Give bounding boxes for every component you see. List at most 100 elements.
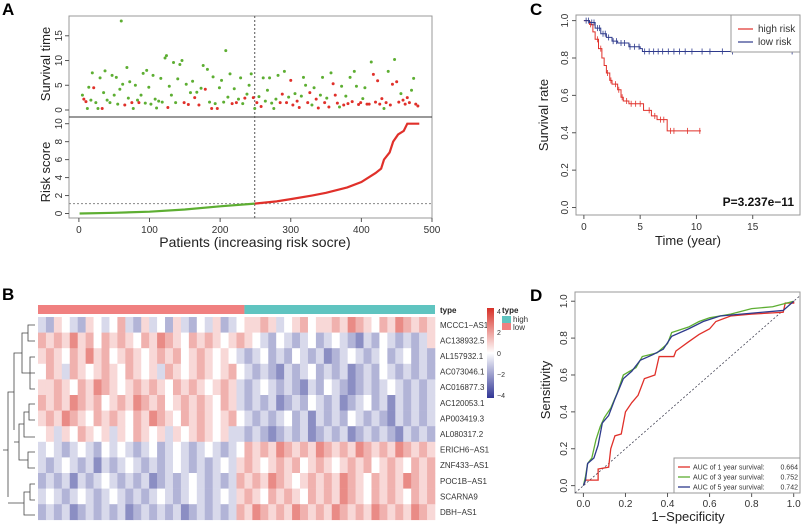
a-point-dead	[84, 100, 88, 104]
a-bottom-ylabel: Risk score	[38, 142, 53, 203]
b-heatmap-cell	[331, 441, 341, 458]
a-top-ylabel: Survival time	[38, 27, 53, 101]
b-heatmap-cell	[38, 332, 47, 349]
b-heatmap-cell	[260, 363, 269, 380]
b-heatmap-cell	[323, 332, 333, 349]
b-heatmap-cell	[403, 317, 412, 333]
b-heatmap-cell	[355, 317, 364, 333]
b-heatmap-cell	[61, 488, 71, 505]
b-heatmap-cell	[315, 348, 325, 365]
b-heatmap-cell	[323, 363, 333, 380]
b-heatmap-cell	[165, 473, 174, 489]
b-heatmap-cell	[228, 441, 237, 458]
b-heatmap-cell	[165, 426, 174, 443]
a-point-dead	[259, 105, 263, 109]
b-heatmap-cell	[228, 395, 237, 411]
b-heatmap-cell	[363, 410, 372, 427]
b-heatmap-cell	[61, 363, 71, 380]
a-point-alive	[393, 58, 397, 62]
b-heatmap-cell	[252, 473, 261, 489]
a-point-alive	[167, 84, 171, 88]
b-heatmap-cell	[276, 457, 285, 474]
b-scale-tick-label: 0	[497, 351, 501, 358]
b-heatmap-cell	[323, 441, 333, 458]
b-heatmap-cell	[141, 504, 150, 521]
b-heatmap-cell	[284, 426, 293, 443]
a-point-dead	[371, 72, 375, 76]
b-heatmap-cell	[284, 504, 293, 521]
a-point-dead	[251, 96, 255, 100]
b-heatmap-cell	[419, 348, 428, 365]
a-point-alive	[245, 92, 249, 96]
b-heatmap-cell	[387, 426, 396, 443]
a-point-dead	[234, 101, 238, 105]
b-heatmap-cell	[244, 457, 253, 474]
b-heatmap-cell	[69, 457, 78, 474]
a-point-alive	[282, 69, 286, 73]
b-heatmap-cell	[419, 317, 428, 333]
b-heatmap-cell	[109, 426, 118, 443]
b-scale-tick-label: −2	[497, 372, 505, 379]
a-point-dead	[182, 101, 186, 105]
b-heatmap-cell	[180, 395, 190, 411]
b-heatmap-cell	[196, 363, 206, 380]
a-top-ytick-label: 10	[54, 55, 65, 67]
a-point-dead	[378, 102, 382, 106]
b-heatmap-cell	[403, 379, 412, 396]
b-heatmap-cell	[411, 488, 420, 505]
b-heatmap-cell	[379, 457, 388, 474]
b-heatmap-cell	[204, 504, 213, 521]
b-heatmap-cell	[363, 426, 372, 443]
b-heatmap-cell	[292, 457, 301, 474]
b-heatmap-cell	[196, 457, 206, 474]
b-heatmap-cell	[85, 332, 94, 349]
b-heatmap-cell	[204, 317, 213, 333]
b-heatmap-cell	[236, 379, 245, 396]
b-heatmap-cell	[38, 441, 47, 458]
b-heatmap-cell	[93, 457, 102, 474]
b-heatmap-cell	[347, 379, 356, 396]
b-heatmap-cell	[284, 317, 293, 333]
a-point-dead	[359, 101, 363, 105]
b-heatmap-cell	[252, 363, 261, 380]
b-heatmap-cell	[363, 395, 372, 411]
b-heatmap-cell	[38, 363, 47, 380]
b-heatmap-cell	[61, 348, 71, 365]
b-heatmap-cell	[339, 348, 348, 365]
a-point-dead	[335, 101, 339, 105]
b-heatmap-cell	[61, 410, 71, 427]
b-heatmap-cell	[379, 348, 388, 365]
b-heatmap-cell	[101, 504, 110, 521]
b-heatmap-cell	[427, 348, 436, 365]
a-point-alive	[274, 97, 278, 101]
b-heatmap-cell	[419, 379, 428, 396]
b-heatmap-cell	[371, 363, 380, 380]
b-heatmap-cell	[45, 410, 55, 427]
a-point-alive	[261, 76, 265, 80]
b-heatmap-cell	[387, 473, 396, 489]
b-row-label: ERICH6−AS1	[440, 446, 490, 455]
b-heatmap-cell	[427, 441, 436, 458]
a-point-alive	[217, 86, 221, 90]
b-heatmap-cell	[180, 457, 190, 474]
b-heatmap-cell	[411, 457, 420, 474]
b-heatmap-cell	[284, 379, 293, 396]
b-heatmap-cell	[292, 395, 301, 411]
b-heatmap-cell	[379, 395, 388, 411]
b-heatmap-cell	[220, 332, 229, 349]
b-heatmap-cell	[252, 395, 261, 411]
b-heatmap-cell	[339, 441, 348, 458]
b-heatmap-cell	[61, 317, 71, 333]
b-heatmap-cell	[53, 457, 63, 474]
b-heatmap-cell	[300, 348, 309, 365]
b-row-label: AC138932.5	[440, 336, 485, 345]
a-point-dead	[123, 103, 127, 107]
a-point-alive	[301, 75, 305, 79]
b-heatmap-cell	[371, 473, 380, 489]
a-risk-curve-low	[79, 202, 255, 215]
b-heatmap-cell	[403, 473, 412, 489]
a-point-alive	[114, 75, 118, 79]
b-heatmap-cell	[125, 348, 134, 365]
b-heatmap-cell	[157, 348, 166, 365]
b-heatmap-cell	[268, 504, 277, 521]
